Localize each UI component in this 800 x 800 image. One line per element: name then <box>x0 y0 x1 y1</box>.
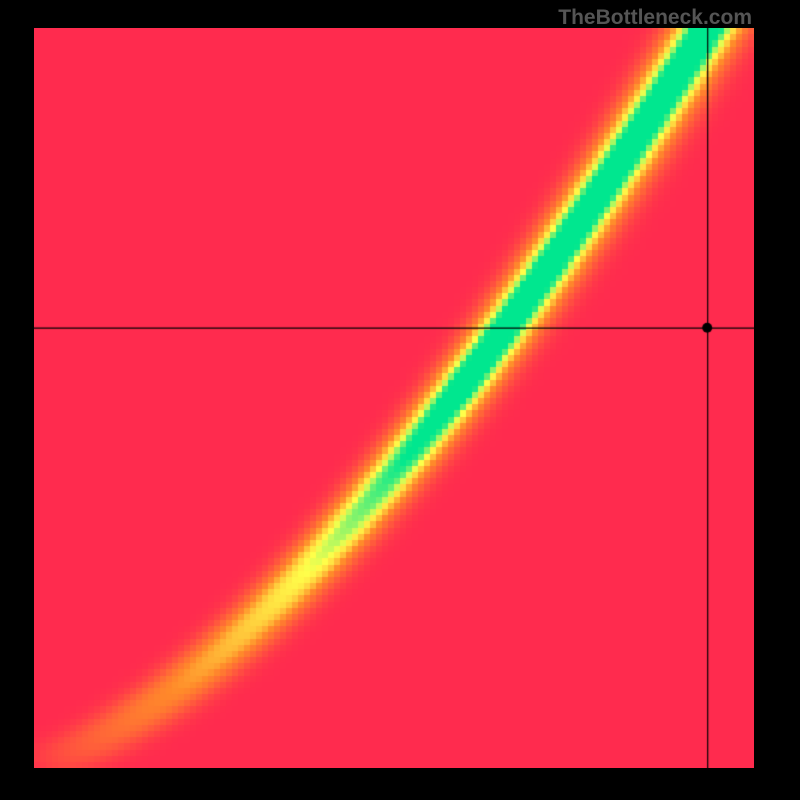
watermark-text: TheBottleneck.com <box>558 6 752 30</box>
crosshair-overlay <box>34 28 754 768</box>
